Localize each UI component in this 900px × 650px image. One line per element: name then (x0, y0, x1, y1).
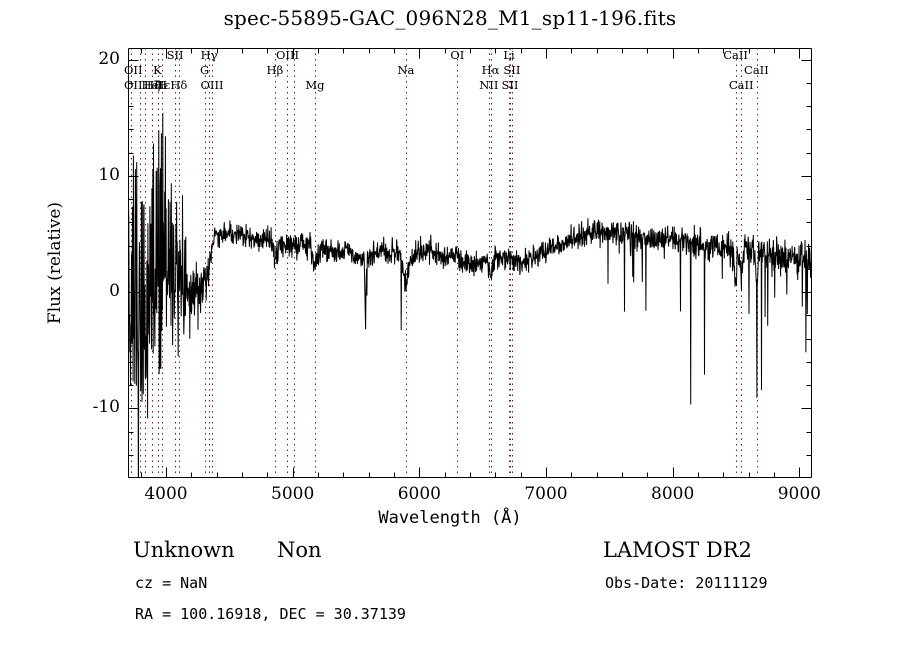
y-tick-label: 10 (98, 164, 120, 185)
spectral-line-label: HeI (141, 78, 163, 92)
spectral-line-label: OII (124, 63, 143, 77)
x-tick-label: 4000 (144, 484, 188, 504)
x-tick-label: 6000 (397, 484, 441, 504)
page-title: spec-55895-GAC_096N28_M1_sp11-196.fits (223, 6, 677, 30)
spectral-line-label: K (153, 63, 162, 77)
spectral-line-label: Hβ (266, 63, 284, 77)
x-tick-label: 9000 (777, 484, 821, 504)
cz-value: cz = NaN (135, 574, 208, 592)
object-subclass: Non (277, 538, 322, 562)
spectral-line-label: SII (501, 78, 519, 92)
spectral-line-label: Na (397, 63, 415, 77)
spectral-line-label: Hζ (143, 78, 161, 92)
spectral-line-label: Hε (154, 78, 171, 92)
spectrum-trace (128, 112, 812, 478)
spectral-line-label: OII (124, 78, 143, 92)
obs-date: Obs-Date: 20111129 (605, 574, 768, 592)
survey-name: LAMOST DR2 (603, 538, 752, 562)
spectral-line-label: G (200, 63, 210, 77)
y-tick-label: -10 (92, 397, 120, 418)
spectral-line-label: SII (503, 63, 521, 77)
y-tick-label: 0 (109, 281, 120, 302)
spectral-line-label: CaII (744, 63, 769, 77)
x-axis-label: Wavelength (Å) (378, 508, 522, 528)
spectral-line-label: NII (479, 78, 499, 92)
y-tick-label: 20 (98, 48, 120, 69)
coordinates: RA = 100.16918, DEC = 30.37139 (135, 605, 406, 623)
plot-frame (128, 48, 812, 478)
x-tick-label: 8000 (651, 484, 695, 504)
spectral-line-label: Hα (481, 63, 500, 77)
plot-area: OII OII Hζ HeI K H Hε Hδ Hγ G OIII SII Hβ OIII Mg Na OI N… (124, 48, 812, 478)
spectral-line-label: Mg (305, 78, 325, 92)
spectral-line-label: Hγ (200, 48, 218, 62)
spectral-line-label: Li (503, 48, 515, 62)
spectral-line-label: H (156, 78, 167, 92)
spectral-line-label: OIII (275, 48, 300, 62)
spectral-line-label: Hδ (170, 78, 188, 92)
spectrum-canvas (128, 48, 812, 478)
spectral-line-label: CaII (728, 78, 754, 92)
y-axis-label-text: Flux (relative) (45, 201, 65, 325)
spectral-line-label: OIII (200, 78, 224, 92)
spectral-line-label: CaII (723, 48, 748, 62)
object-class: Unknown (133, 538, 235, 562)
x-tick-label: 7000 (524, 484, 568, 504)
spectral-line-label: SII (166, 48, 184, 62)
spectral-line-label: OI (450, 48, 465, 62)
x-tick-label: 5000 (271, 484, 315, 504)
